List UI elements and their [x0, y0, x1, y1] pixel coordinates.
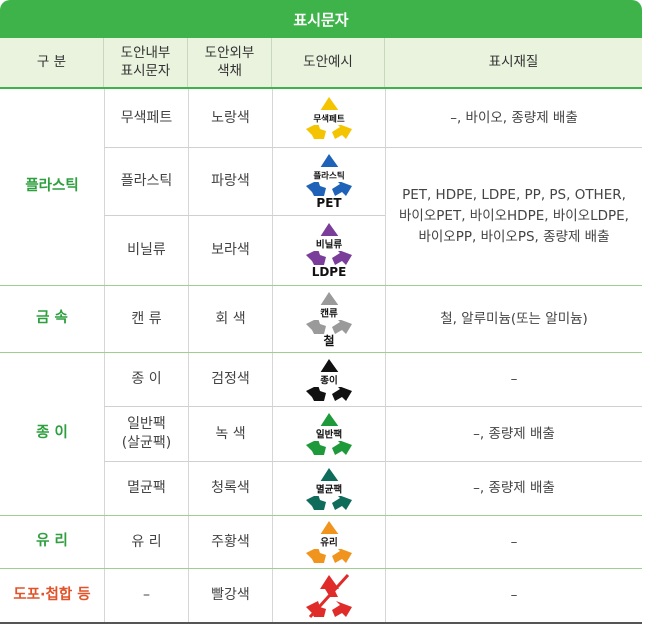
- table-bottom-border: [0, 622, 642, 624]
- design-example-cell: 비닐류 LDPE: [299, 221, 359, 279]
- group-divider: [0, 515, 642, 516]
- svg-text:일반팩: 일반팩: [316, 429, 342, 441]
- row-divider: [104, 147, 642, 148]
- svg-text:멸균팩: 멸균팩: [316, 483, 342, 495]
- material-cell: 철, 알루미늄(또는 알미늄): [440, 310, 588, 327]
- design-example-cell: [299, 573, 359, 619]
- design-example-cell: 플라스틱 PET: [299, 152, 359, 210]
- design-example-cell: 무색페트: [299, 95, 359, 141]
- recycle-can-icon: 캔류: [306, 291, 352, 334]
- outer-color-cell: 회 색: [215, 310, 246, 327]
- recycle-carton-icon: 일반팩: [306, 413, 352, 455]
- category-glass: 유 리: [36, 533, 68, 550]
- svg-text:비닐류: 비닐류: [316, 239, 342, 251]
- material-cell: –, 바이오, 종량제 배출: [450, 109, 578, 126]
- svg-text:종이: 종이: [320, 374, 337, 386]
- design-example-cell: 멸균팩: [299, 466, 359, 512]
- material-cell: –, 종량제 배출: [473, 425, 555, 442]
- group-divider: [0, 285, 642, 286]
- inner-text-cell: –: [143, 587, 150, 604]
- category-paper: 종 이: [36, 425, 68, 442]
- column-divider: [272, 89, 273, 622]
- inner-text-cell: 플라스틱: [120, 173, 173, 190]
- material-cell: –: [510, 371, 518, 388]
- outer-color-cell: 주황색: [211, 533, 250, 550]
- header-outer-color: 도안외부 색채: [188, 38, 272, 88]
- header-design-example: 도안예시: [272, 38, 385, 88]
- outer-color-cell: 파랑색: [211, 173, 250, 190]
- row-divider: [104, 406, 642, 407]
- svg-text:유리: 유리: [320, 537, 337, 549]
- row-divider: [104, 215, 385, 216]
- category-coated-laminated: 도포·첩합 등: [13, 586, 91, 603]
- material-cell: –: [510, 533, 518, 550]
- category-plastic: 플라스틱: [25, 178, 79, 195]
- inner-text-cell: 무색페트: [120, 109, 173, 126]
- category-metal: 금 속: [36, 310, 68, 327]
- table-title: 표시문자: [0, 0, 642, 38]
- material-cell: –, 종량제 배출: [473, 480, 555, 497]
- icon-material-code: 철: [323, 333, 335, 348]
- header-material: 표시재질: [385, 38, 642, 88]
- svg-text:캔류: 캔류: [320, 307, 338, 319]
- recycle-vinyl-icon: 비닐류: [306, 223, 352, 265]
- recycle-clear-pet-icon: 무색페트: [306, 97, 352, 139]
- header-category: 구 분: [0, 38, 104, 88]
- inner-text-cell: 비닐류: [127, 242, 166, 259]
- inner-text-cell: 종 이: [131, 371, 162, 388]
- column-divider: [385, 89, 386, 622]
- inner-text-cell: 캔 류: [131, 310, 162, 327]
- recycle-aseptic-carton-icon: 멸균팩: [306, 467, 352, 510]
- design-example-cell: 종이: [299, 357, 359, 403]
- column-divider: [188, 89, 189, 622]
- column-divider: [104, 89, 105, 622]
- outer-color-cell: 빨강색: [211, 587, 250, 604]
- outer-color-cell: 노랑색: [211, 109, 250, 126]
- group-divider: [0, 352, 642, 353]
- design-example-cell: 일반팩: [299, 411, 359, 457]
- icon-material-code: LDPE: [311, 265, 347, 279]
- material-cell: –: [510, 587, 518, 604]
- svg-text:무색페트: 무색페트: [313, 114, 344, 125]
- outer-color-cell: 보라색: [211, 242, 250, 259]
- design-example-cell: 유리: [299, 519, 359, 565]
- inner-text-cell: 멸균팩: [127, 480, 166, 497]
- group-divider: [0, 568, 642, 569]
- svg-text:플라스틱: 플라스틱: [313, 171, 344, 182]
- inner-text-cell: 일반팩 (살균팩): [121, 416, 172, 451]
- outer-color-cell: 녹 색: [215, 425, 246, 442]
- recycle-glass-icon: 유리: [306, 521, 352, 563]
- outer-color-cell: 청록색: [211, 480, 250, 497]
- header-inner-text: 도안내부 표시문자: [104, 38, 188, 88]
- inner-text-cell: 유 리: [131, 533, 162, 550]
- outer-color-cell: 검정색: [211, 371, 250, 388]
- row-divider: [104, 461, 642, 462]
- recycle-paper-icon: 종이: [306, 358, 352, 401]
- recycle-plastic-icon: 플라스틱: [306, 154, 352, 196]
- icon-material-code: PET: [316, 196, 342, 210]
- material-cell-plastic-shared: PET, HDPE, LDPE, PP, PS, OTHER, 바이오PET, …: [399, 187, 629, 245]
- header-divider: [0, 87, 642, 89]
- recycle-prohibited-icon: [306, 573, 352, 618]
